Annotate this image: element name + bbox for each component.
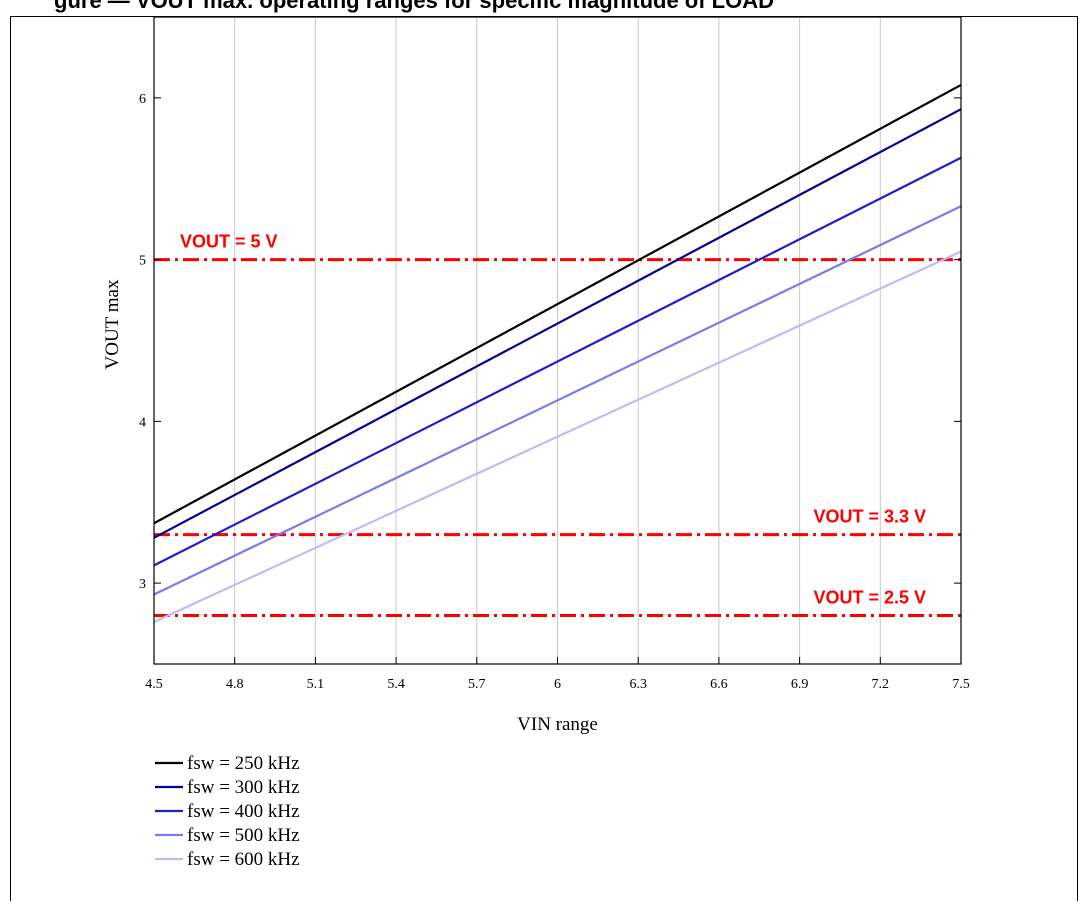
- legend-item: fsw = 400 kHz: [155, 801, 300, 822]
- series-line: [153, 250, 962, 623]
- x-tick-label: 6.9: [791, 677, 809, 692]
- legend-label: fsw = 500 kHz: [187, 825, 300, 846]
- y-tick-label: 5: [139, 254, 146, 269]
- x-tick-label: 5.7: [468, 677, 486, 692]
- x-tick-label: 5.4: [387, 677, 405, 692]
- y-tick-label: 3: [139, 577, 146, 592]
- figure-title: gure — VOUT max. operating ranges for sp…: [54, 0, 774, 13]
- series-line: [153, 108, 962, 539]
- x-tick-label: 7.2: [872, 677, 890, 692]
- y-tick-label: 4: [139, 415, 146, 430]
- legend-label: fsw = 600 kHz: [187, 849, 300, 870]
- x-tick-label: 7.5: [952, 677, 970, 692]
- figure-title-strip: gure — VOUT max. operating ranges for sp…: [0, 0, 1086, 16]
- series-layer: [153, 83, 962, 623]
- legend-label: fsw = 400 kHz: [187, 801, 300, 822]
- legend-item: fsw = 250 kHz: [155, 753, 300, 774]
- tick-layer: 4.5 4.8 5.1 5.4 5.7 6 6.3 6.6 6.9 7.2 7.5 3 4 5 6: [139, 92, 970, 692]
- legend: fsw = 250 kHz fsw = 300 kHz fsw = 400 kHz f…: [155, 753, 300, 870]
- reference-line-label: VOUT = 5 V: [180, 232, 278, 252]
- x-tick-label: 6: [554, 677, 561, 692]
- legend-label: fsw = 300 kHz: [187, 777, 300, 798]
- x-tick-label: 6.3: [629, 677, 647, 692]
- x-axis-label: VIN range: [517, 714, 598, 735]
- grid-layer: [234, 17, 881, 664]
- legend-item: fsw = 500 kHz: [155, 825, 300, 846]
- reference-line-label: VOUT = 2.5 V: [813, 587, 926, 607]
- reference-lines-layer: VOUT = 5 V VOUT = 3.3 V VOUT = 2.5 V: [154, 232, 961, 617]
- x-tick-label: 4.5: [145, 677, 163, 692]
- legend-label: fsw = 250 kHz: [187, 753, 300, 774]
- legend-item: fsw = 600 kHz: [155, 849, 300, 870]
- reference-line-label: VOUT = 3.3 V: [813, 507, 926, 527]
- series-line: [153, 83, 962, 525]
- x-tick-label: 5.1: [307, 677, 325, 692]
- x-tick-label: 4.8: [226, 677, 244, 692]
- legend-item: fsw = 300 kHz: [155, 777, 300, 798]
- series-line: [153, 205, 962, 596]
- series-line: [153, 156, 962, 567]
- y-axis-label: VOUT max: [102, 279, 123, 369]
- y-tick-label: 6: [139, 92, 146, 107]
- x-tick-label: 6.6: [710, 677, 728, 692]
